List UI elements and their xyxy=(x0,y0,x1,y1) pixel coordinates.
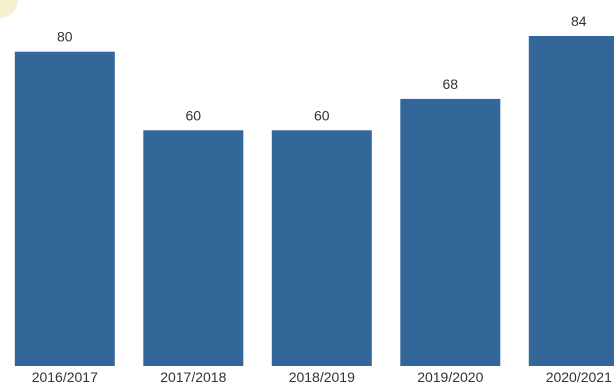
value-label: 84 xyxy=(571,13,587,29)
category-label: 2017/2018 xyxy=(160,369,226,385)
bar-2016-2017 xyxy=(14,51,115,366)
value-label: 60 xyxy=(186,107,202,123)
category-label: 2019/2020 xyxy=(417,369,483,385)
category-label: 2016/2017 xyxy=(32,369,98,385)
category-label: 2018/2019 xyxy=(289,369,355,385)
bar-2018-2019 xyxy=(271,130,372,366)
value-label: 68 xyxy=(443,76,459,92)
bar-2019-2020 xyxy=(400,98,501,367)
bars-group xyxy=(14,36,614,367)
value-labels-group: 80 60 60 68 84 xyxy=(57,13,587,123)
category-labels-group: 2016/2017 2017/2018 2018/2019 2019/2020 2020… xyxy=(32,369,612,385)
category-label: 2020/2021 xyxy=(546,369,612,385)
bar-2017-2018 xyxy=(143,130,244,366)
bar-2020-2021 xyxy=(528,36,614,366)
value-label: 60 xyxy=(314,107,330,123)
value-label: 80 xyxy=(57,29,73,45)
